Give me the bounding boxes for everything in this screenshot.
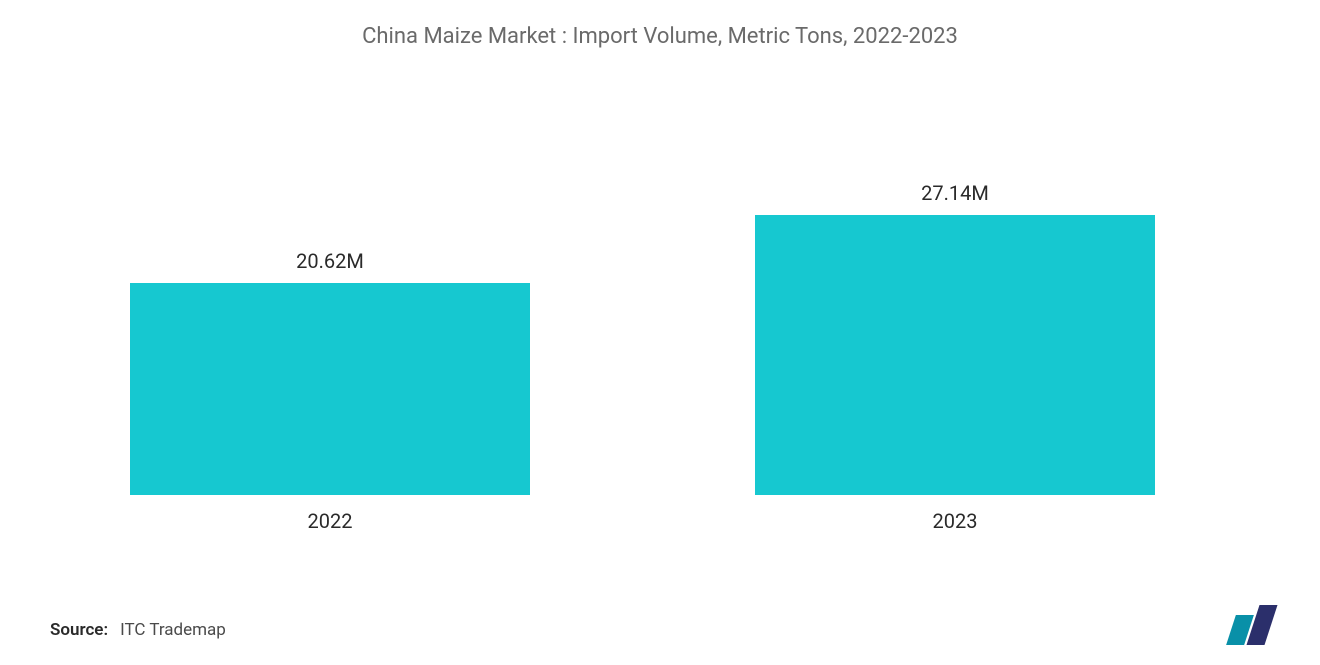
bar-2022: [130, 283, 530, 495]
bar-group-2023: 27.14M 2023: [755, 105, 1155, 495]
bar-value-label: 20.62M: [130, 249, 530, 273]
plot-area: 20.62M 2022 27.14M 2023: [0, 105, 1320, 495]
bar-chart: China Maize Market : Import Volume, Metr…: [0, 0, 1320, 665]
brand-logo: [1231, 605, 1275, 645]
chart-title: China Maize Market : Import Volume, Metr…: [0, 24, 1320, 49]
bar-group-2022: 20.62M 2022: [130, 105, 530, 495]
source-key: Source:: [50, 620, 108, 640]
category-label: 2022: [130, 509, 530, 533]
bar-2023: [755, 215, 1155, 495]
source-value: ITC Trademap: [120, 620, 226, 640]
logo-bar-icon: [1247, 605, 1278, 645]
category-label: 2023: [755, 509, 1155, 533]
source-footer: Source: ITC Trademap: [50, 620, 226, 640]
bar-value-label: 27.14M: [755, 181, 1155, 205]
